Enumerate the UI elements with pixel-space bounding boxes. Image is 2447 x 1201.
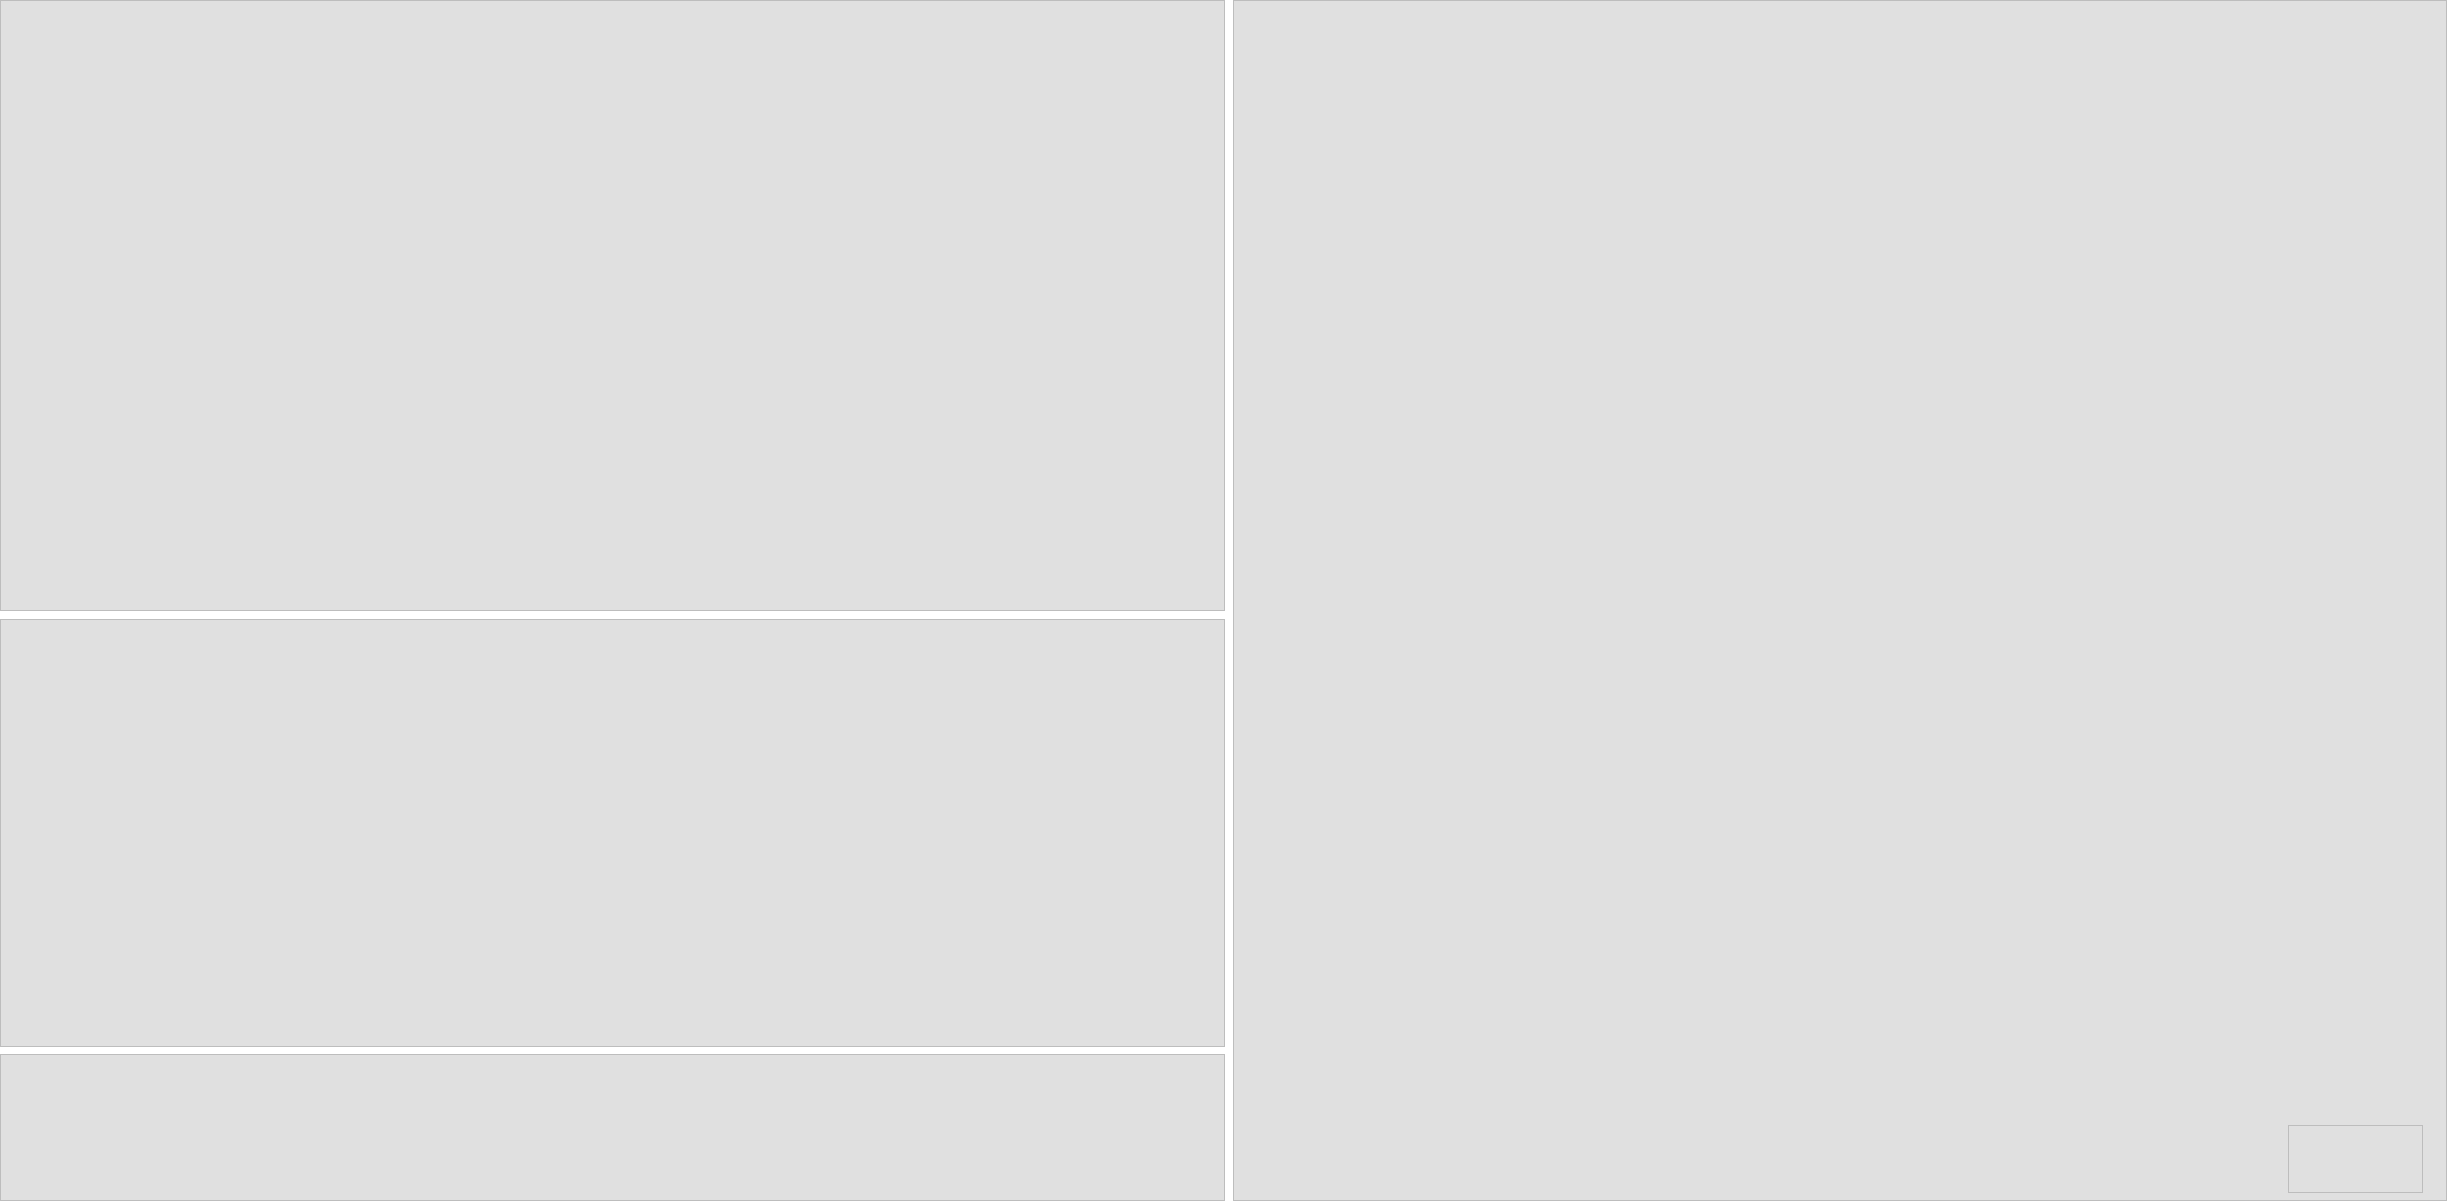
rsi-panel: [0, 1054, 1225, 1201]
h1-chart: [1233, 0, 2447, 1201]
weekly-chart: [0, 0, 1225, 611]
watermark-logo: [2288, 1125, 2423, 1193]
daily-chart: [0, 619, 1225, 1047]
